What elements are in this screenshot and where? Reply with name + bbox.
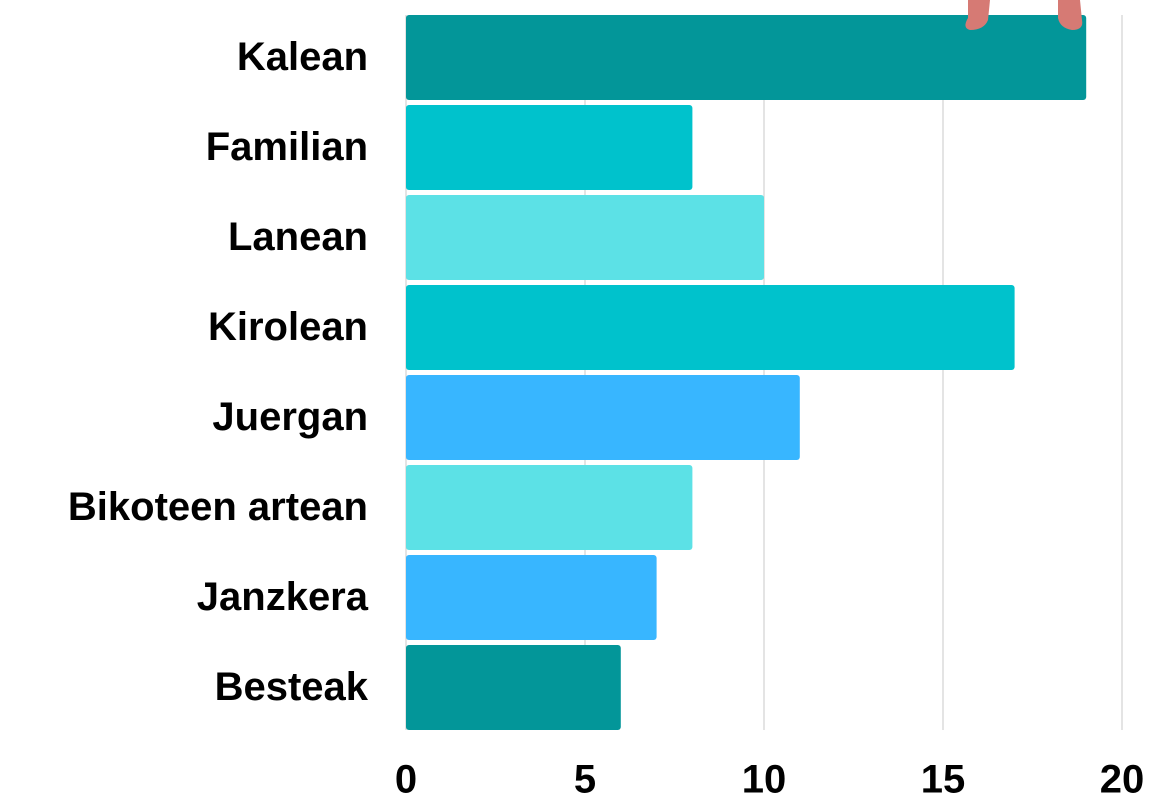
y-tick-label: Janzkera — [197, 575, 369, 619]
x-tick-label: 15 — [921, 758, 966, 802]
plot: 0 5 10 15 20 Kalean Familian Lanean Kirolean Juer… — [68, 15, 1144, 802]
bar — [406, 465, 692, 550]
y-tick-label: Bikoteen artean — [68, 485, 368, 529]
bar — [406, 375, 800, 460]
chart: 0 5 10 15 20 Kalean Familian Lanean Kirolean Juer… — [0, 0, 1149, 803]
bar — [406, 105, 692, 190]
bar — [406, 285, 1015, 370]
x-tick-label: 20 — [1100, 758, 1145, 802]
y-tick-label: Lanean — [228, 215, 368, 259]
x-tick-label: 0 — [395, 758, 417, 802]
bar — [406, 645, 621, 730]
x-tick-label: 10 — [742, 758, 787, 802]
bar — [406, 195, 764, 280]
y-tick-label: Kirolean — [208, 305, 368, 349]
y-tick-label: Besteak — [215, 665, 369, 709]
y-tick-label: Kalean — [237, 35, 368, 79]
x-tick-label: 5 — [574, 758, 596, 802]
bar — [406, 15, 1086, 100]
y-tick-label: Juergan — [212, 395, 368, 439]
y-tick-label: Familian — [206, 125, 368, 169]
bar — [406, 555, 657, 640]
